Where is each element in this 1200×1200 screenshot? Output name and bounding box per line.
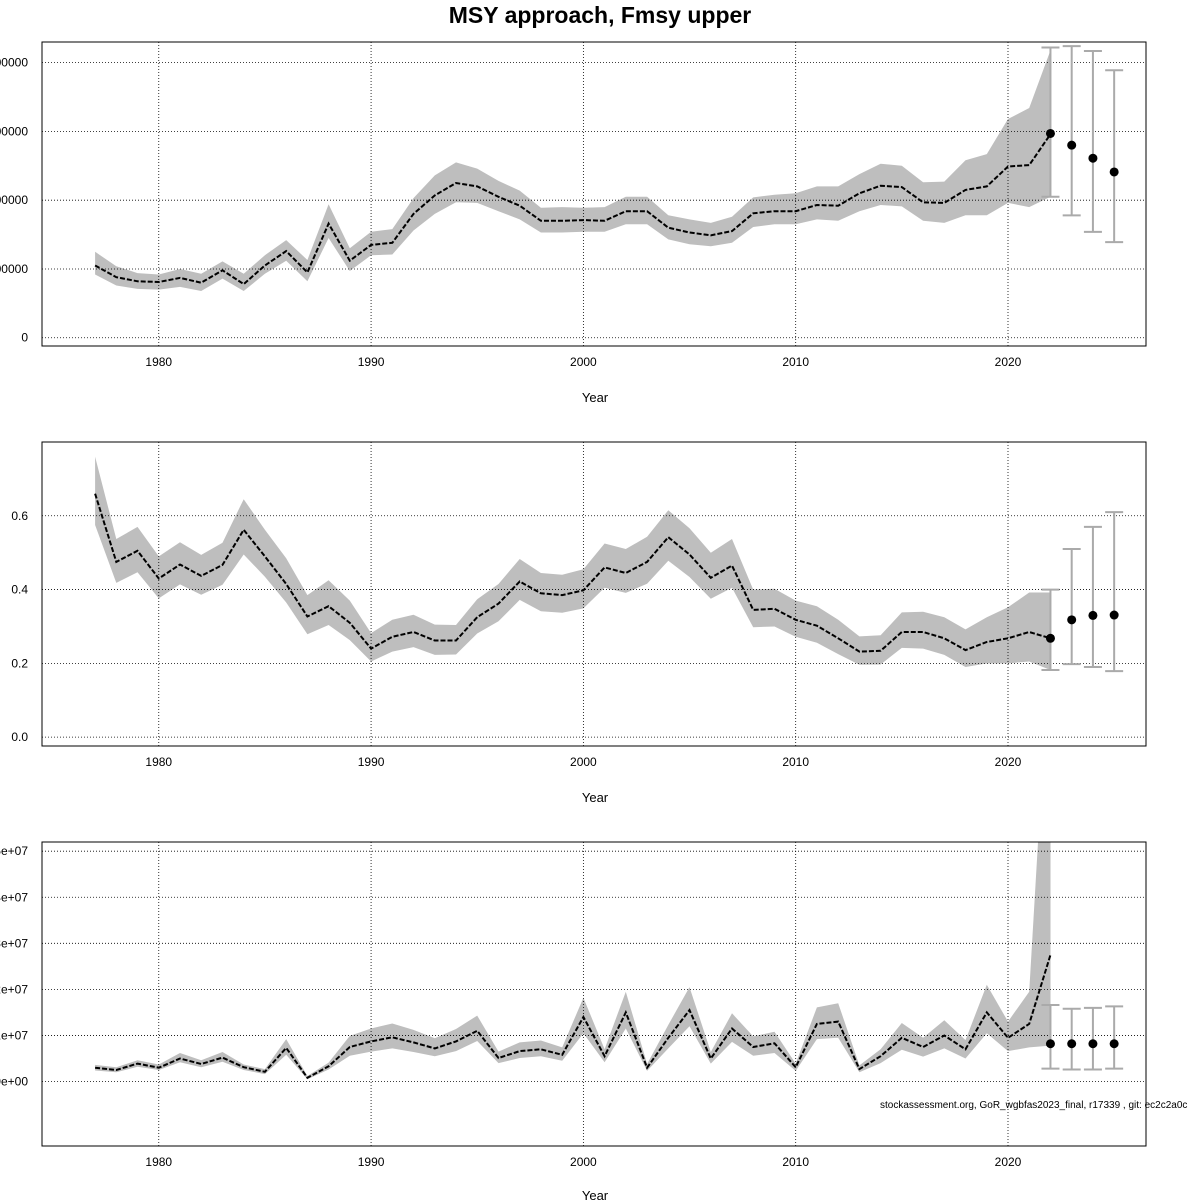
y-tick-label: 0e+00 — [0, 1075, 28, 1089]
y-tick-label: 300000 — [0, 124, 28, 138]
y-tick-label: 0 — [21, 331, 28, 345]
x-tick-label: 1980 — [145, 355, 172, 369]
y-tick-label: 2e+07 — [0, 982, 28, 996]
estimate-line — [94, 493, 1051, 653]
footnote-text: stockassessment.org, GoR_wgbfas2023_fina… — [880, 1100, 1187, 1111]
x-tick-label: 2000 — [570, 355, 597, 369]
y-tick-label: 0.2 — [11, 656, 28, 670]
x-tick-label: 1980 — [145, 1155, 172, 1169]
chart-title: MSY approach, Fmsy upper — [448, 2, 752, 28]
y-tick-label: 3e+07 — [0, 936, 28, 950]
x-tick-label: 2010 — [782, 1155, 809, 1169]
x-tick-label: 2010 — [782, 355, 809, 369]
confidence-band — [95, 456, 1051, 670]
x-tick-label: 2020 — [995, 355, 1022, 369]
y-tick-label: 0.6 — [11, 509, 28, 523]
x-axis-label: Year — [582, 390, 609, 405]
x-tick-label: 1990 — [358, 1155, 385, 1169]
y-tick-label: 0.0 — [11, 730, 28, 744]
panel-bottom: 1980 1990 2000 2010 2020 0e+00 1e+07 2e+07 3e+07… — [0, 841, 1147, 1200]
plot-frame — [41, 841, 1147, 1147]
forecast-point — [1088, 1039, 1098, 1049]
y-tick-label: 100000 — [0, 262, 28, 276]
panel-middle: 1980 1990 2000 2010 2020 0.0 0.2 0.4 0.6 Year — [11, 441, 1147, 805]
x-axis-label: Year — [582, 790, 609, 805]
x-tick-label: 2020 — [995, 755, 1022, 769]
confidence-band — [95, 50, 1051, 291]
forecast-point — [1109, 167, 1119, 177]
forecast-point — [1088, 153, 1098, 163]
x-tick-label: 1990 — [358, 755, 385, 769]
y-tick-label: 5e+07 — [0, 844, 28, 858]
y-tick-label: 1e+07 — [0, 1028, 28, 1042]
forecast-point — [1088, 610, 1098, 620]
forecast-point — [1067, 615, 1077, 625]
x-tick-label: 1990 — [358, 355, 385, 369]
y-tick-label: 4e+07 — [0, 890, 28, 904]
forecast-point — [1045, 128, 1055, 138]
estimate-line — [94, 954, 1052, 1080]
x-axis-label: Year — [582, 1188, 609, 1200]
x-tick-label: 2010 — [782, 755, 809, 769]
x-tick-label: 2000 — [570, 1155, 597, 1169]
confidence-band — [95, 842, 1051, 1080]
plot-frame — [41, 41, 1147, 347]
plot-frame — [41, 441, 1147, 747]
x-tick-label: 2000 — [570, 755, 597, 769]
y-tick-label: 0.4 — [11, 583, 28, 597]
forecast-point — [1045, 1039, 1055, 1049]
y-tick-label: 400000 — [0, 56, 28, 70]
forecast-point — [1109, 610, 1119, 620]
forecast-point — [1067, 1039, 1077, 1049]
forecast-point — [1109, 1039, 1119, 1049]
forecast-point — [1045, 633, 1055, 643]
forecast-point — [1067, 140, 1077, 150]
x-tick-label: 1980 — [145, 755, 172, 769]
x-tick-label: 2020 — [995, 1155, 1022, 1169]
estimate-line — [94, 133, 1052, 286]
